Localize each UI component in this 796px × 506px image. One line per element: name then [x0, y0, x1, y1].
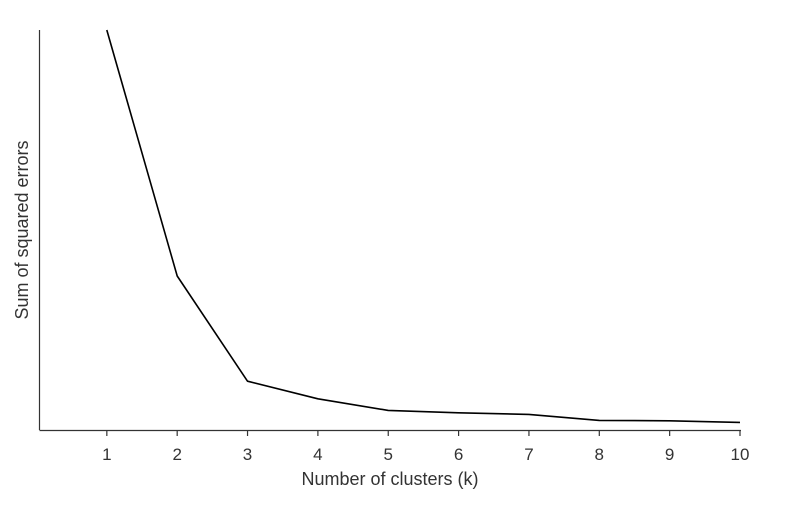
x-tick-label: 5: [384, 445, 393, 464]
x-axis-ticks: [106, 430, 741, 436]
x-tick-label: 8: [595, 445, 604, 464]
series-line: [106, 29, 741, 424]
x-tick-label: 3: [243, 445, 252, 464]
x-tick-label: 6: [454, 445, 463, 464]
x-tick-label: 1: [102, 445, 111, 464]
y-axis-title: Sum of squared errors: [12, 140, 32, 319]
x-tick-label: 10: [731, 445, 750, 464]
x-tick-label: 2: [172, 445, 181, 464]
x-tick-label: 7: [524, 445, 533, 464]
x-tick-label: 4: [313, 445, 322, 464]
series-layer: [106, 29, 741, 424]
x-axis-title: Number of clusters (k): [301, 469, 478, 489]
x-tick-label: 9: [665, 445, 674, 464]
x-axis-tick-labels: 1 2 3 4 5 6 7 8 9 10: [102, 445, 749, 464]
